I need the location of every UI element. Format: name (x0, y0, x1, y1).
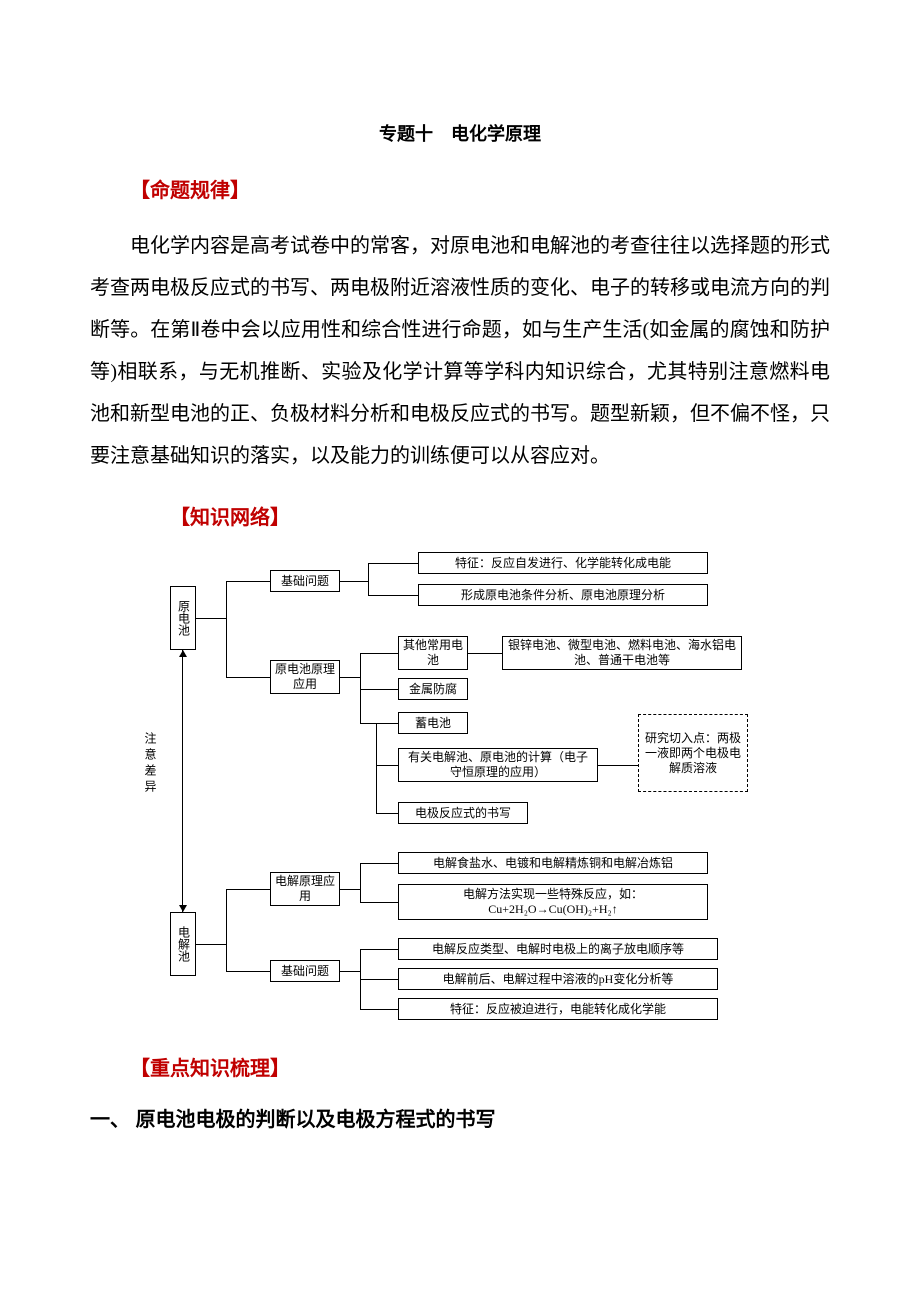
section-heading-3: 【重点知识梳理】 (90, 1052, 830, 1081)
node-r1: 特征：反应自发进行、化学能转化成电能 (418, 552, 708, 574)
section-heading-2: 【知识网络】 (90, 501, 830, 530)
arrow-line (182, 650, 183, 912)
section-heading-1: 【命题规律】 (90, 174, 830, 203)
page: 专题十 电化学原理 【命题规律】 电化学内容是高考试卷中的常客，对原电池和电解池… (0, 0, 920, 1302)
node-r12: 电解反应类型、电解时电极上的离子放电顺序等 (398, 938, 718, 960)
node-m1: 基础问题 (270, 570, 340, 592)
arrow-down-icon (179, 905, 187, 912)
node-r9: 电极反应式的书写 (398, 802, 528, 824)
node-r4: 银锌电池、微型电池、燃料电池、海水铝电池、普通干电池等 (502, 636, 742, 670)
node-r7: 有关电解池、原电池的计算（电子守恒原理的应用） (398, 748, 598, 782)
arrow-up-icon (179, 650, 187, 657)
node-r13: 电解前后、电解过程中溶液的pH变化分析等 (398, 968, 718, 990)
subheading-1: 一、 原电池电极的判断以及电极方程式的书写 (90, 1103, 830, 1132)
knowledge-network-diagram: 原电池 电解池 注意差异 基础问题 原电池原理应用 电解原理应用 基础问题 特征… (140, 542, 780, 1022)
subheading-text: 原电池电极的判断以及电极方程式的书写 (136, 1109, 496, 1131)
node-r2: 形成原电池条件分析、原电池原理分析 (418, 584, 708, 606)
node-r10: 电解食盐水、电镀和电解精炼铜和电解冶炼铝 (398, 852, 708, 874)
node-r6: 蓄电池 (398, 712, 468, 734)
node-m3: 电解原理应用 (270, 872, 340, 906)
node-m2: 原电池原理应用 (270, 660, 340, 694)
node-galvanic: 原电池 (170, 586, 196, 650)
side-label: 注意差异 (142, 732, 159, 822)
node-m4: 基础问题 (270, 960, 340, 982)
intro-paragraph: 电化学内容是高考试卷中的常客，对原电池和电解池的考查往往以选择题的形式考查两电极… (90, 225, 830, 477)
node-electrolytic: 电解池 (170, 912, 196, 976)
node-r14: 特征：反应被迫进行，电能转化成化学能 (398, 998, 718, 1020)
subheading-number: 一、 (90, 1109, 130, 1131)
node-r8: 研究切入点：两极一液即两个电极电解质溶液 (638, 714, 748, 792)
node-r11: 电解方法实现一些特殊反应，如：Cu+2H₂O→Cu(OH)₂+H₂↑ (398, 884, 708, 920)
node-r5: 金属防腐 (398, 678, 468, 700)
doc-title: 专题十 电化学原理 (90, 120, 830, 146)
node-r3: 其他常用电池 (398, 636, 468, 670)
